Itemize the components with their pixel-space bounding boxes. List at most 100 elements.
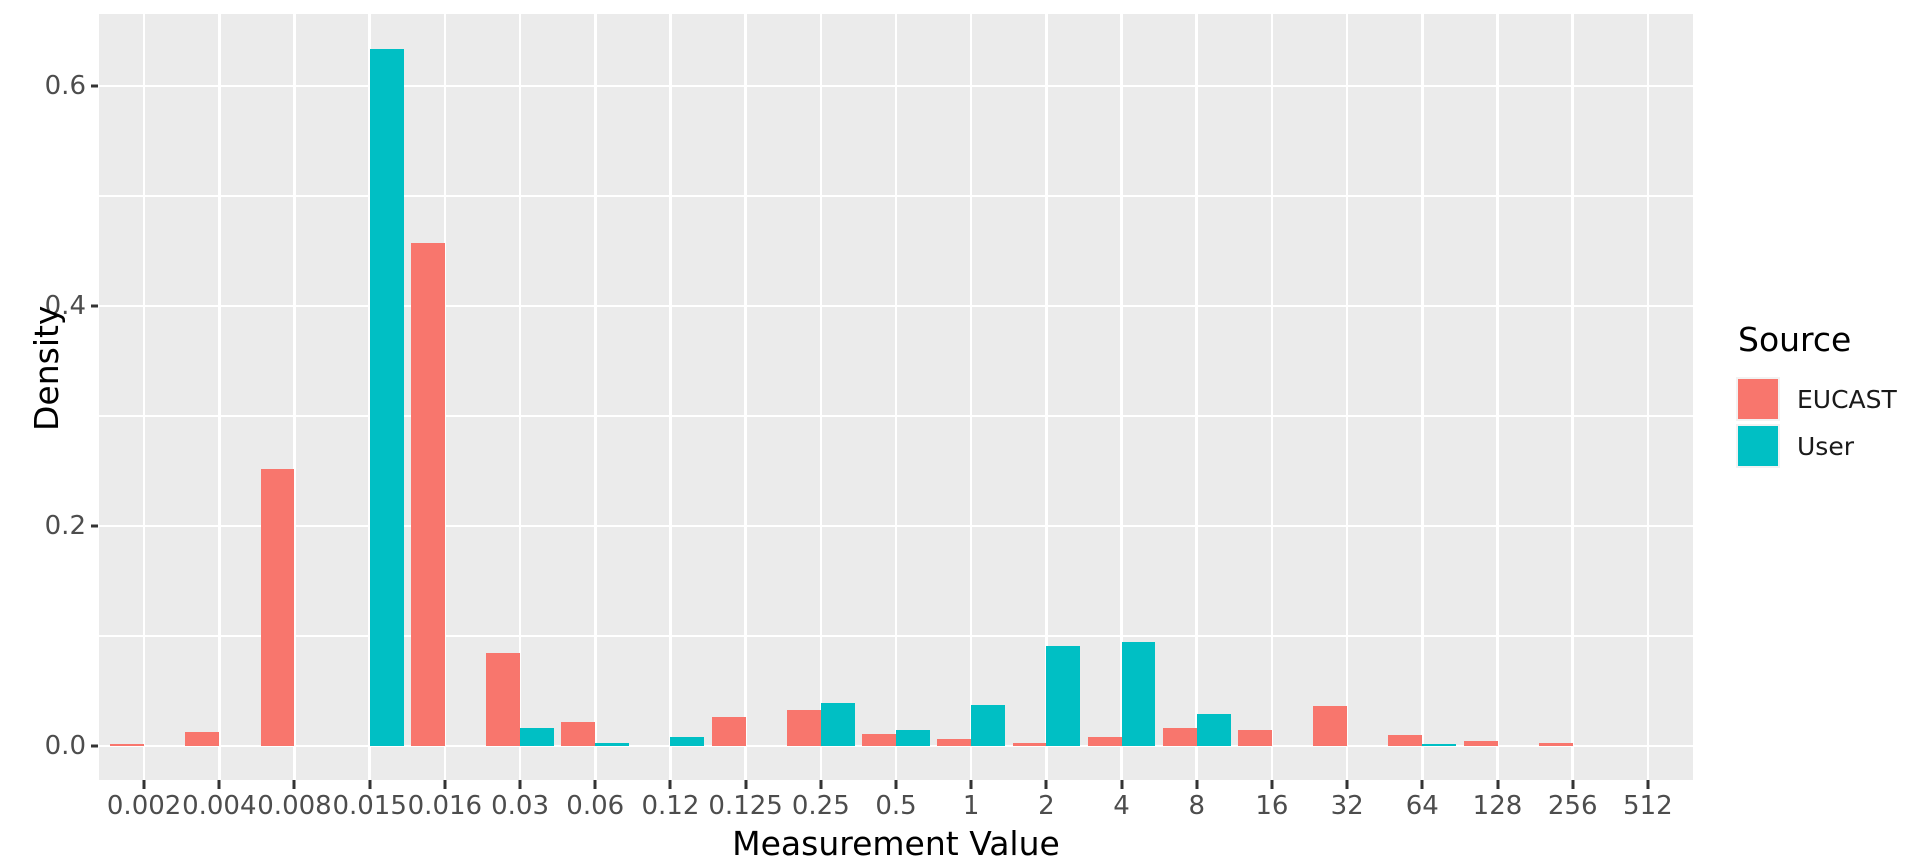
y-tick-mark-0.4: [91, 304, 98, 308]
gridline-major-x-0.004: [218, 14, 221, 780]
bar-user-8: [1196, 714, 1231, 746]
x-tick-mark-0.12: [668, 780, 672, 789]
bar-eucast-16: [1238, 729, 1272, 746]
gridline-major-x-0.125: [744, 14, 747, 780]
x-tick-mark-8: [1195, 780, 1199, 789]
x-tick-mark-16: [1270, 780, 1274, 789]
y-tick-mark-0.0: [91, 744, 98, 748]
x-tick-mark-0.008: [292, 780, 296, 789]
x-tick-label-0.12: 0.12: [641, 791, 700, 821]
x-tick-mark-0.004: [217, 780, 221, 789]
x-tick-mark-0.03: [518, 780, 522, 789]
x-tick-label-256: 256: [1547, 791, 1598, 821]
bar-eucast-128: [1463, 740, 1498, 746]
bar-eucast-0.5: [862, 733, 896, 746]
bar-eucast-0.002: [110, 743, 145, 746]
gridline-major-x-0.06: [593, 14, 597, 780]
bar-user-0.06: [595, 742, 630, 746]
eucast-swatch-icon: [1736, 377, 1780, 421]
x-tick-label-64: 64: [1405, 791, 1439, 821]
gridline-major-x-1: [969, 14, 973, 780]
x-tick-label-0.125: 0.125: [708, 791, 783, 821]
x-tick-mark-0.016: [443, 780, 447, 789]
bar-eucast-1: [937, 739, 972, 746]
legend: Source EUCAST User: [1736, 320, 1920, 471]
x-tick-label-0.002: 0.002: [106, 791, 182, 821]
x-tick-label-4: 4: [1113, 791, 1130, 821]
x-tick-label-2: 2: [1038, 791, 1055, 821]
bar-user-0.015: [369, 48, 404, 746]
x-tick-mark-1: [969, 780, 973, 789]
y-tick-label-0.0: 0.0: [44, 731, 86, 761]
gridline-major-x-4: [1120, 14, 1123, 780]
x-tick-label-0.03: 0.03: [491, 791, 549, 821]
bar-eucast-64: [1388, 735, 1423, 746]
bar-user-64: [1422, 743, 1457, 746]
x-tick-mark-0.5: [894, 780, 898, 789]
bar-eucast-0.03: [486, 652, 521, 746]
bar-user-0.25: [820, 703, 855, 746]
x-tick-mark-2: [1044, 780, 1048, 789]
x-tick-label-0.06: 0.06: [566, 791, 625, 821]
x-tick-label-0.008: 0.008: [257, 791, 332, 821]
x-tick-mark-32: [1345, 780, 1349, 789]
legend-title: Source: [1738, 320, 1852, 359]
x-tick-mark-0.06: [593, 780, 597, 789]
y-tick-label-0.6: 0.6: [44, 71, 86, 101]
x-tick-mark-0.002: [142, 780, 146, 789]
legend-item-user: User: [1736, 424, 1920, 468]
gridline-major-x-0.5: [894, 14, 898, 780]
gridline-major-x-256: [1571, 14, 1574, 780]
x-tick-label-0.004: 0.004: [182, 791, 257, 821]
x-tick-label-0.5: 0.5: [875, 791, 917, 821]
legend-item-eucast: EUCAST: [1736, 377, 1920, 421]
gridline-major-x-0.008: [293, 14, 296, 780]
x-tick-label-0.016: 0.016: [407, 791, 483, 821]
bar-eucast-0.25: [786, 709, 821, 746]
x-tick-label-16: 16: [1255, 791, 1289, 821]
x-tick-mark-0.015: [368, 780, 372, 789]
bar-user-0.12: [670, 737, 705, 746]
y-tick-mark-0.2: [91, 524, 98, 528]
x-tick-mark-0.25: [819, 780, 823, 789]
plot-panel: [99, 14, 1693, 780]
x-tick-label-512: 512: [1623, 791, 1673, 821]
bar-user-1: [971, 705, 1006, 746]
x-tick-mark-512: [1646, 780, 1650, 789]
x-tick-mark-128: [1496, 780, 1499, 789]
bar-user-0.5: [896, 729, 930, 746]
x-axis-title: Measurement Value: [732, 824, 1060, 863]
legend-label-eucast: EUCAST: [1797, 384, 1897, 414]
gridline-major-x-0.12: [669, 14, 672, 780]
bar-eucast-0.016: [411, 243, 445, 746]
x-tick-mark-4: [1120, 780, 1124, 789]
bar-user-4: [1121, 641, 1156, 746]
gridline-major-x-16: [1270, 14, 1274, 780]
x-tick-label-128: 128: [1472, 791, 1523, 821]
bar-eucast-0.06: [561, 721, 596, 746]
y-tick-label-0.4: 0.4: [44, 291, 86, 321]
x-tick-label-0.015: 0.015: [332, 791, 407, 821]
gridline-major-x-512: [1646, 14, 1650, 780]
bar-eucast-8: [1162, 728, 1197, 746]
gridline-major-x-2: [1045, 14, 1048, 780]
x-tick-label-8: 8: [1188, 791, 1206, 821]
gridline-major-x-8: [1195, 14, 1199, 780]
legend-label-user: User: [1797, 431, 1854, 461]
x-tick-label-0.25: 0.25: [791, 791, 850, 821]
y-tick-mark-0.6: [91, 84, 98, 88]
bar-user-0.03: [520, 728, 554, 746]
gridline-major-x-32: [1345, 14, 1349, 780]
bar-eucast-32: [1313, 706, 1348, 746]
bar-eucast-256: [1538, 742, 1573, 746]
y-axis-title: Density: [27, 305, 66, 431]
gridline-major-x-0.016: [443, 14, 447, 780]
gridline-major-x-0.03: [518, 14, 522, 780]
x-tick-mark-64: [1420, 780, 1424, 789]
x-tick-label-1: 1: [962, 791, 980, 821]
x-tick-label-32: 32: [1330, 791, 1364, 821]
x-tick-mark-0.125: [744, 780, 748, 789]
y-tick-label-0.2: 0.2: [44, 511, 86, 541]
bar-eucast-0.008: [260, 468, 295, 746]
